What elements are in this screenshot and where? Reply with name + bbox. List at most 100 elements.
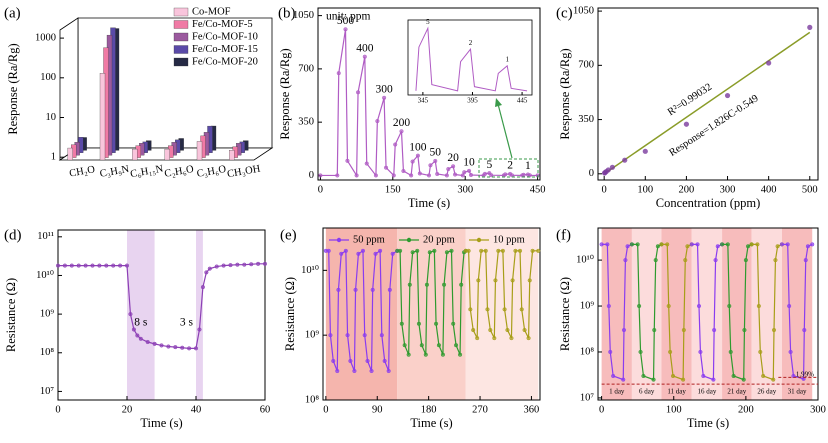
marker — [698, 349, 703, 355]
legend-marker — [406, 237, 412, 243]
marker — [401, 168, 406, 174]
marker — [387, 287, 392, 292]
marker — [373, 251, 378, 256]
marker — [510, 278, 515, 283]
marker — [214, 264, 219, 269]
marker — [745, 244, 751, 249]
marker — [625, 244, 630, 249]
marker — [492, 336, 497, 341]
y-axis-label: Resistance (Ω) — [4, 278, 18, 352]
zoom-arrow — [497, 103, 513, 159]
series-label: 6 day — [639, 388, 655, 396]
marker — [519, 307, 524, 312]
marker — [417, 171, 422, 176]
x-axis-label: Time (s) — [408, 196, 450, 210]
marker — [659, 242, 664, 247]
marker — [527, 278, 532, 283]
data-line — [631, 243, 662, 381]
marker — [462, 170, 467, 175]
marker — [611, 373, 616, 379]
x-tick-label: 400 — [761, 184, 777, 195]
marker — [712, 328, 717, 333]
marker — [651, 377, 656, 382]
legend-label: Fe/Co-MOF-5 — [192, 19, 253, 30]
marker — [76, 263, 81, 268]
y-tick-label: 350 — [578, 114, 594, 125]
legend-marker — [336, 237, 342, 243]
marker — [390, 251, 395, 256]
marker — [471, 327, 476, 333]
marker — [517, 248, 523, 253]
background-band — [781, 228, 813, 400]
background-band — [751, 228, 782, 400]
marker — [83, 263, 88, 268]
y-tick-label: 10⁸ — [580, 346, 595, 357]
marker — [426, 173, 432, 178]
data-line — [465, 250, 539, 339]
marker — [118, 263, 123, 268]
pulse-label: 300 — [375, 83, 393, 95]
y-tick-label: 10⁷ — [580, 392, 595, 403]
marker — [415, 153, 420, 158]
series-label: 21 day — [727, 388, 746, 396]
marker — [434, 321, 439, 326]
bar — [164, 148, 170, 161]
series-label: 11 day — [667, 388, 686, 396]
point — [766, 60, 772, 66]
marker — [488, 327, 493, 333]
marker — [496, 248, 501, 253]
marker — [348, 358, 353, 364]
marker — [352, 368, 357, 374]
marker — [228, 263, 233, 268]
marker — [111, 263, 116, 268]
span-label: 8 s — [134, 317, 148, 329]
marker — [436, 343, 441, 348]
marker — [360, 248, 366, 253]
data-line — [751, 243, 783, 381]
marker — [406, 352, 411, 357]
marker — [382, 95, 387, 100]
panel-label: (e) — [280, 227, 297, 243]
marker — [419, 343, 424, 348]
marker — [605, 242, 610, 247]
legend-label: 50 ppm — [353, 234, 385, 245]
marker — [505, 327, 510, 333]
zoom-box — [478, 158, 539, 178]
marker — [683, 258, 688, 263]
marker — [442, 282, 447, 287]
y-tick-label: 10¹⁰ — [576, 254, 595, 266]
x-tick-label: C₃H₉N — [99, 164, 130, 180]
x-tick-label: 300 — [720, 184, 736, 195]
marker — [467, 168, 472, 173]
marker — [362, 333, 367, 338]
x-tick-label: 300 — [810, 404, 826, 415]
marker — [399, 129, 404, 134]
marker — [410, 250, 415, 255]
series-label: 1 day — [609, 388, 625, 396]
x-tick-label: 500 — [802, 184, 818, 195]
bar — [229, 150, 235, 161]
marker — [468, 307, 473, 312]
marker — [685, 244, 690, 249]
x-tick-label: 270 — [472, 404, 488, 415]
y-axis-label: Resistance (Ω) — [283, 277, 297, 351]
marker — [468, 172, 474, 178]
x-axis-label: Concentration (ppm) — [656, 196, 761, 210]
legend-swatch — [173, 20, 189, 29]
marker — [345, 158, 350, 163]
marker — [530, 248, 535, 253]
x-tick-label: 0 — [323, 404, 328, 415]
x-tick-label: 200 — [679, 184, 695, 195]
marker — [424, 282, 429, 287]
marker — [428, 163, 433, 168]
marker — [444, 250, 449, 255]
x-tick-label: 20 — [122, 404, 133, 415]
y-axis-label: Response (Ra/Rg) — [6, 43, 20, 134]
bar — [132, 148, 138, 161]
marker — [502, 307, 507, 312]
y-tick-label: 10⁹ — [40, 309, 55, 320]
plot-frame — [57, 229, 266, 401]
marker — [773, 258, 778, 263]
